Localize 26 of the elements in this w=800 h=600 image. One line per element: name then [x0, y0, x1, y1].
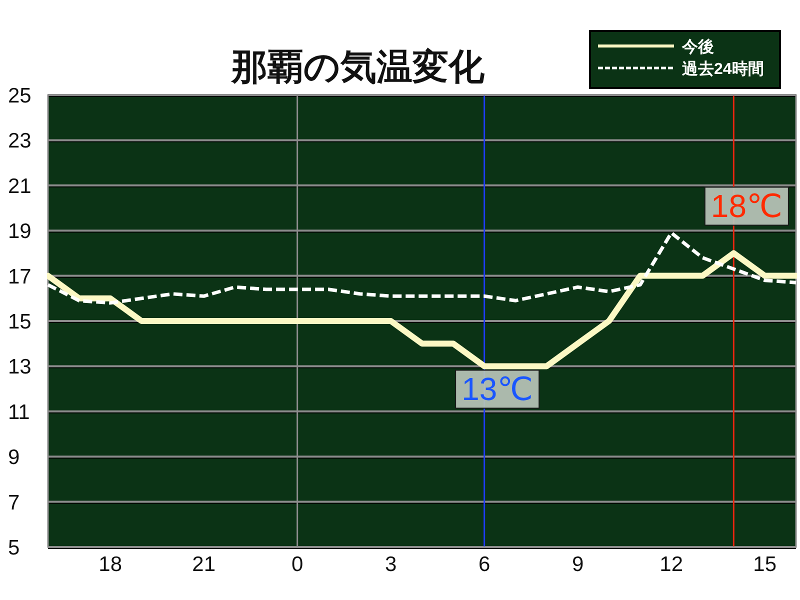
- y-tick-label: 19: [8, 220, 32, 244]
- annotation: 13℃: [462, 371, 534, 408]
- annotation: 18℃: [710, 188, 782, 224]
- title: 那覇の気温変化: [232, 46, 484, 87]
- x-tick-label: 6: [478, 553, 490, 576]
- y-tick-label: 11: [8, 400, 30, 424]
- annotation: 18℃: [704, 186, 789, 226]
- y-tick-label: 21: [8, 174, 32, 198]
- y-tick-label: 9: [8, 446, 20, 470]
- y-tick-label: 15: [8, 310, 32, 334]
- legend-label: 今後: [681, 38, 714, 56]
- y-tick-label: 13: [8, 356, 32, 379]
- legend-label: 過去24時間: [681, 60, 764, 78]
- x-tick-label: 18: [98, 553, 122, 576]
- y-tick-label: 7: [8, 491, 20, 514]
- y-tick-label: 23: [8, 130, 32, 153]
- x-tick-label: 21: [192, 553, 216, 576]
- annotation: 13℃: [455, 370, 540, 409]
- y-tick-label: 25: [8, 84, 32, 108]
- y-tick-label: 5: [8, 536, 20, 560]
- x-tick-label: 3: [384, 553, 397, 576]
- x-tick-label: 0: [291, 553, 304, 576]
- x-tick-label: 12: [660, 553, 684, 576]
- y-tick-label: 17: [8, 265, 32, 288]
- x-tick-label: 9: [572, 553, 584, 576]
- x-tick-label: 15: [753, 553, 777, 576]
